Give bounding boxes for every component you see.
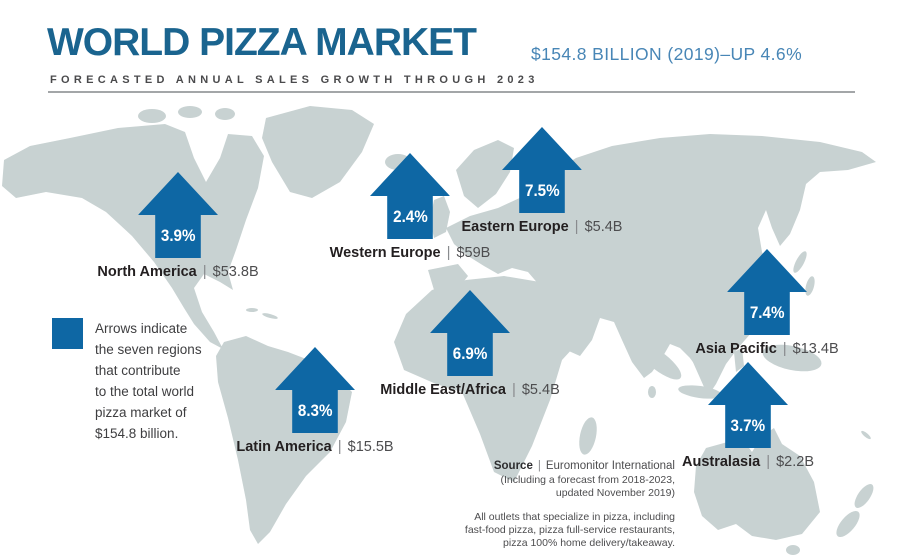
growth-arrow-icon: 7.5% [501,127,582,213]
source-label: Source [493,460,533,472]
landmass-borneo [690,340,726,374]
region-label: Eastern Europe | $5.4B [462,218,623,235]
landmass-japan [793,251,807,273]
label-separator: | [337,438,342,455]
region-australasia: 3.7% Australasia | $2.2B [682,362,814,470]
world-map [2,106,876,555]
region-value: $15.5B [347,439,394,455]
label-separator: | [574,218,579,235]
region-eastern-europe: 7.5% Eastern Europe | $5.4B [462,127,623,235]
landmass-sumatra [638,344,682,380]
region-name: North America [97,264,197,280]
growth-arrow-icon: 3.7% [708,362,788,448]
source-block: Source | Euromonitor International (Includ… [465,460,675,550]
region-middle-east-africa: 6.9% Middle East/Africa | $5.4B [380,290,560,398]
landmass-japan [805,276,815,296]
legend-text: Arrows indicate the seven regions that c… [95,321,202,441]
source-separator: | [537,460,541,472]
landmass-britain [430,196,450,238]
region-name: Western Europe [329,245,441,261]
landmass-greenland [262,106,374,198]
label-separator: | [766,453,771,470]
region-asia-pacific: 7.4% Asia Pacific | $13.4B [695,249,839,357]
landmass-sri-lanka [648,386,656,398]
landmass-arctic-island [138,109,166,123]
region-value: $5.4B [584,219,623,235]
source-note: (Including a forecast from 2018-2023, up… [500,474,675,499]
growth-arrow-icon: 8.3% [274,347,355,433]
region-value: $53.8B [212,264,259,280]
page-title: WORLD PIZZA MARKET [47,21,477,64]
region-western-europe: 2.4% Western Europe | $59B [330,153,491,261]
region-name: Asia Pacific [695,341,777,357]
region-value: $2.2B [776,454,814,470]
growth-arrow-icon: 6.9% [429,290,510,376]
page-subtitle: FORECASTED ANNUAL SALES GROWTH THROUGH 2… [50,74,539,86]
landmass-new-zealand-north [854,484,874,508]
growth-percent: 8.3% [297,402,333,420]
landmass-australia [694,428,820,540]
region-north-america: 3.9% North America | $53.8B [97,172,259,280]
landmass-scandinavia [456,140,514,208]
region-label: Australasia | $2.2B [682,453,814,470]
region-label: Latin America | $15.5B [236,438,393,455]
landmass-arctic-island [178,106,202,118]
region-label: Asia Pacific | $13.4B [695,340,838,357]
region-value: $59B [456,245,491,261]
landmass-java [678,385,722,399]
landmass-new-guinea [762,344,822,372]
region-name: Middle East/Africa [380,382,506,398]
region-value: $5.4B [521,382,560,398]
landmass-arctic-island [215,108,235,120]
growth-percent: 3.7% [730,417,766,435]
region-name: Eastern Europe [461,219,569,235]
growth-percent: 2.4% [392,208,428,226]
source-line: Source | Euromonitor International [465,460,675,472]
region-value: $13.4B [792,341,839,357]
landmass-tasmania [786,545,800,555]
landmass-caribbean [246,308,258,312]
growth-percent: 7.5% [524,182,560,200]
region-name: Australasia [682,454,761,470]
growth-arrow-icon: 3.9% [137,172,218,258]
landmass-new-zealand-south [836,510,860,538]
legend-arrow-swatch-icon [52,318,83,349]
total-market-size: $154.8 BILLION (2019)–UP 4.6% [531,44,803,64]
landmass-north-america [2,124,264,349]
growth-percent: 6.9% [452,345,488,363]
growth-percent: 7.4% [749,304,785,322]
source-footnote: All outlets that specialize in pizza, in… [464,511,675,549]
landmass-caribbean [262,313,278,319]
region-latin-america: 8.3% Latin America | $15.5B [236,347,394,455]
label-separator: | [511,381,516,398]
landmass-new-caledonia [861,430,871,440]
landmass-baffin-island [235,141,259,175]
label-separator: | [446,244,451,261]
region-label: Middle East/Africa | $5.4B [380,381,560,398]
header-divider [48,91,855,93]
source-name: Euromonitor International [545,460,675,472]
legend: Arrows indicate the seven regions that c… [52,318,202,444]
region-name: Latin America [236,439,332,455]
landmass-sulawesi [734,348,744,372]
growth-percent: 3.9% [160,227,196,245]
region-label: North America | $53.8B [97,263,258,280]
landmass-madagascar [579,417,597,455]
growth-arrow-icon: 7.4% [726,249,807,335]
region-label: Western Europe | $59B [330,244,491,261]
label-separator: | [202,263,207,280]
growth-arrow-icon: 2.4% [370,153,450,239]
label-separator: | [782,340,787,357]
